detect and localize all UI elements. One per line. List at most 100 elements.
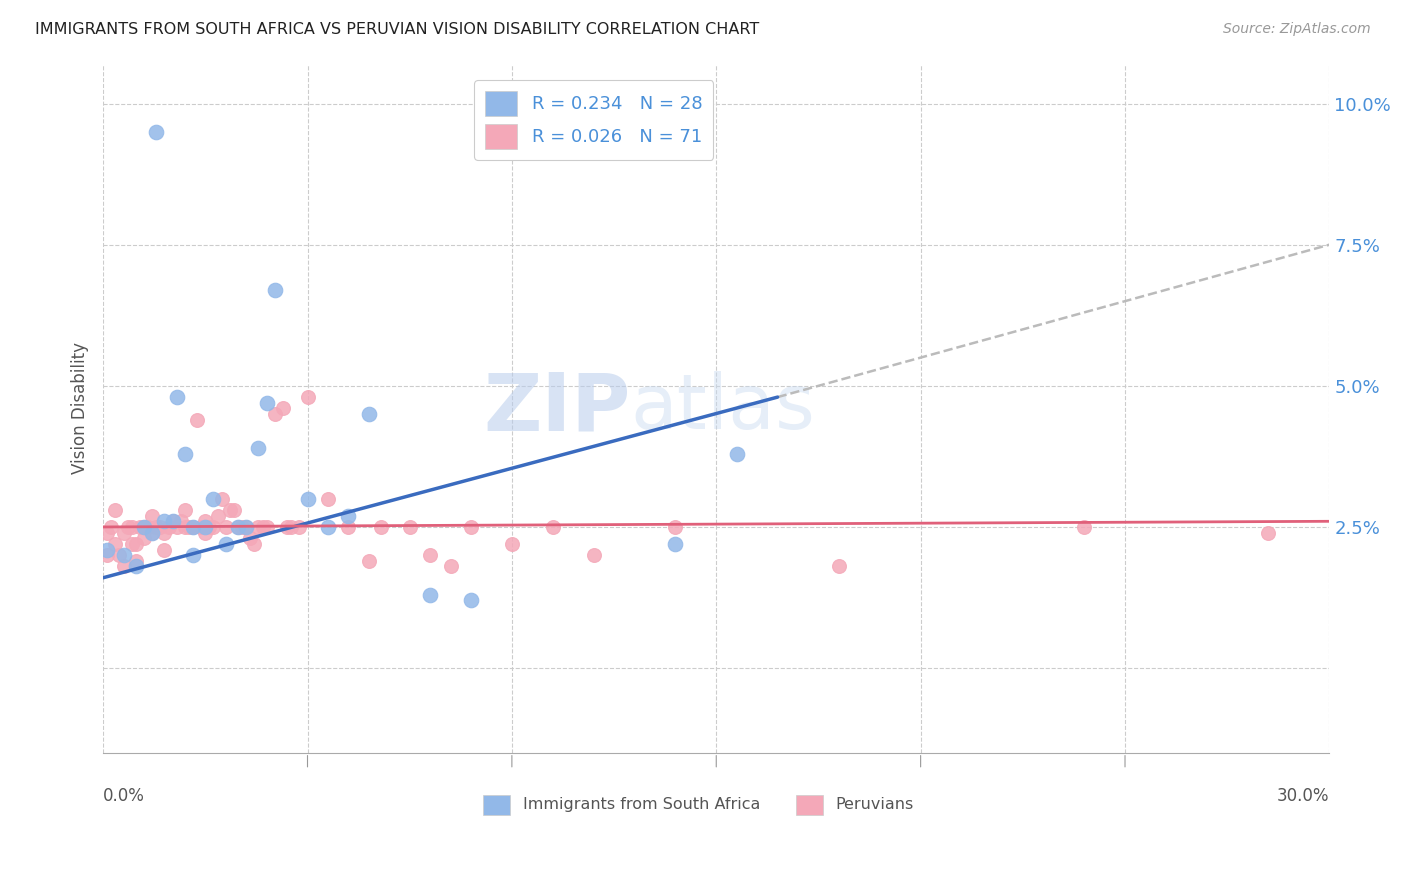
Point (222, 503, 245, 517)
Point (149, 520, 172, 534)
Point (235, 520, 257, 534)
Point (173, 503, 195, 517)
Point (96, 542, 118, 557)
Point (235, 520, 257, 534)
Point (121, 520, 143, 534)
Point (157, 520, 180, 534)
Point (132, 520, 155, 534)
Point (664, 537, 686, 551)
Point (121, 537, 143, 551)
Point (166, 520, 188, 534)
Point (162, 514, 184, 528)
Point (129, 520, 152, 534)
Point (297, 390, 319, 404)
Legend: R = 0.234   N = 28, R = 0.026   N = 71: R = 0.234 N = 28, R = 0.026 N = 71 (474, 80, 713, 160)
Point (215, 520, 238, 534)
Point (181, 520, 204, 534)
Point (226, 520, 249, 534)
Point (247, 441, 270, 455)
Point (541, 520, 564, 534)
Point (136, 520, 159, 534)
Text: Source: ZipAtlas.com: Source: ZipAtlas.com (1223, 22, 1371, 37)
Point (141, 525, 163, 540)
Y-axis label: Vision Disability: Vision Disability (72, 343, 89, 475)
Point (370, 520, 392, 534)
FancyBboxPatch shape (484, 795, 510, 814)
Point (173, 446, 195, 460)
Text: atlas: atlas (630, 371, 815, 445)
Point (316, 520, 339, 534)
Point (215, 537, 238, 551)
Point (263, 407, 285, 421)
Point (125, 537, 148, 551)
Point (194, 520, 217, 534)
Point (239, 531, 262, 545)
Point (145, 520, 167, 534)
Point (297, 491, 319, 506)
Point (280, 520, 302, 534)
Point (271, 401, 294, 416)
Text: 0.0%: 0.0% (103, 787, 145, 805)
Point (145, 125, 167, 139)
Point (252, 520, 274, 534)
Point (1073, 520, 1095, 534)
Point (166, 390, 188, 404)
Point (132, 531, 155, 545)
Point (828, 559, 851, 574)
Point (181, 520, 204, 534)
Point (104, 537, 127, 551)
Point (198, 520, 221, 534)
Point (202, 520, 225, 534)
Point (173, 520, 195, 534)
FancyBboxPatch shape (796, 795, 823, 814)
Point (582, 548, 605, 562)
Point (170, 514, 193, 528)
Point (226, 520, 249, 534)
Point (316, 491, 339, 506)
Point (202, 491, 225, 506)
Point (104, 503, 127, 517)
Point (96, 548, 118, 562)
Point (125, 559, 148, 574)
Point (117, 520, 139, 534)
Point (501, 537, 523, 551)
Point (153, 525, 176, 540)
Point (247, 520, 270, 534)
Point (398, 520, 420, 534)
Point (337, 508, 360, 523)
Point (276, 520, 298, 534)
Point (190, 520, 212, 534)
Point (125, 554, 148, 568)
Point (141, 508, 163, 523)
Point (100, 520, 122, 534)
Point (256, 520, 278, 534)
Text: IMMIGRANTS FROM SOUTH AFRICA VS PERUVIAN VISION DISABILITY CORRELATION CHART: IMMIGRANTS FROM SOUTH AFRICA VS PERUVIAN… (35, 22, 759, 37)
Point (419, 588, 441, 602)
Point (112, 525, 135, 540)
Point (186, 413, 208, 427)
Point (288, 520, 311, 534)
Text: Peruvians: Peruvians (835, 797, 914, 813)
Text: Immigrants from South Africa: Immigrants from South Africa (523, 797, 759, 813)
Point (194, 525, 217, 540)
Point (153, 514, 176, 528)
Point (357, 554, 380, 568)
Point (263, 283, 285, 297)
Text: ZIP: ZIP (484, 369, 630, 448)
Point (256, 396, 278, 410)
Point (141, 525, 163, 540)
Point (419, 548, 441, 562)
Point (112, 548, 135, 562)
Point (337, 520, 360, 534)
Point (1257, 525, 1279, 540)
Point (211, 491, 233, 506)
Point (132, 520, 155, 534)
Point (439, 559, 461, 574)
Point (194, 514, 217, 528)
Point (108, 548, 131, 562)
Point (664, 520, 686, 534)
Point (162, 514, 184, 528)
Point (357, 407, 380, 421)
Point (112, 559, 135, 574)
Point (177, 520, 200, 534)
